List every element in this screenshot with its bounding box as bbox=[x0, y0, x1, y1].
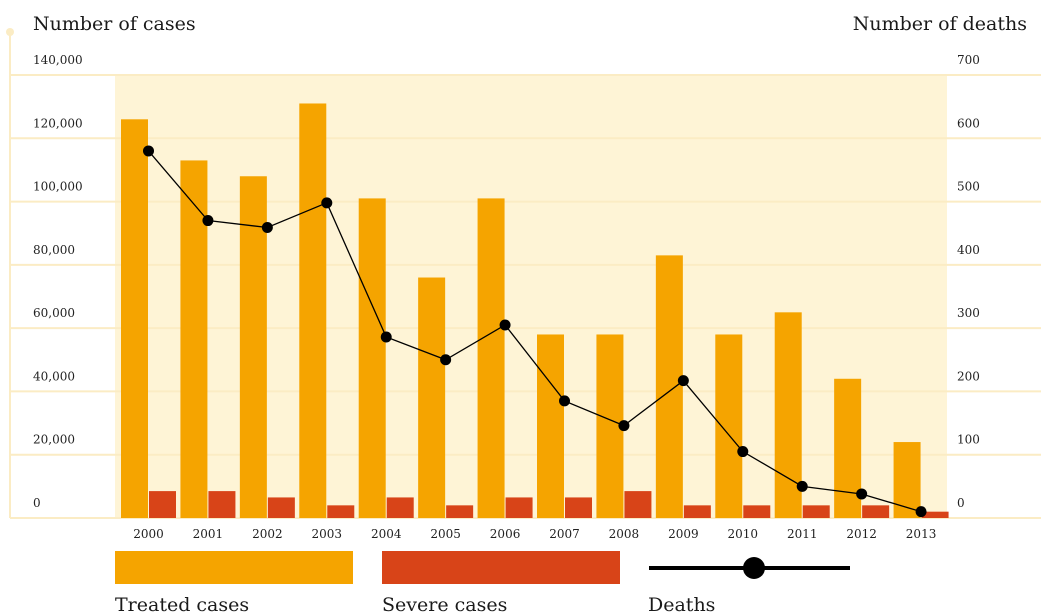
legend-deaths-label: Deaths bbox=[648, 594, 716, 616]
deaths-point bbox=[499, 319, 511, 331]
deaths-point bbox=[618, 420, 630, 432]
x-tick-label: 2012 bbox=[846, 527, 877, 541]
left-tick-label: 80,000 bbox=[33, 243, 75, 257]
bar-severe bbox=[267, 497, 295, 518]
bar-treated bbox=[418, 277, 446, 518]
x-tick-label: 2008 bbox=[609, 527, 640, 541]
bar-severe bbox=[208, 491, 236, 518]
deaths-polyline bbox=[148, 150, 922, 513]
right-tick-label: 500 bbox=[957, 180, 980, 194]
deaths-point bbox=[321, 197, 333, 209]
bar-treated bbox=[477, 198, 505, 518]
deaths-point bbox=[440, 354, 452, 366]
bar-severe bbox=[327, 505, 355, 518]
legend-treated: Treated cases bbox=[115, 548, 355, 616]
bar-severe bbox=[149, 491, 176, 518]
bar-treated bbox=[239, 176, 267, 518]
bar-severe bbox=[624, 491, 652, 518]
bar-severe bbox=[565, 497, 592, 518]
bar-treated bbox=[180, 160, 208, 518]
deaths-point bbox=[796, 480, 808, 492]
right-tick-label: 600 bbox=[957, 116, 980, 130]
legend-treated-swatch bbox=[115, 551, 353, 584]
deaths-point bbox=[677, 375, 689, 387]
right-tick-label: 700 bbox=[957, 53, 980, 67]
x-tick-label: 2010 bbox=[728, 527, 759, 541]
bar-severe bbox=[505, 497, 533, 518]
deaths-point bbox=[915, 506, 927, 518]
left-tick-label: 60,000 bbox=[33, 306, 75, 320]
left-tick-label: 120,000 bbox=[33, 116, 83, 130]
x-tick-label: 2007 bbox=[549, 527, 580, 541]
bar-treated bbox=[537, 334, 564, 518]
x-tick-label: 2003 bbox=[312, 527, 343, 541]
bar-severe bbox=[802, 505, 830, 518]
legend-deaths-swatch bbox=[649, 557, 850, 579]
left-axis-guide-cap bbox=[6, 28, 14, 36]
right-tick-label: 300 bbox=[957, 306, 980, 320]
right-tick-label: 100 bbox=[957, 433, 980, 447]
deaths-point bbox=[143, 145, 154, 157]
bar-treated bbox=[715, 334, 743, 518]
left-axis-ticks: 0 20,000 40,000 60,000 80,000 100,000 120,000 1… bbox=[33, 53, 83, 510]
bar-treated bbox=[893, 442, 921, 518]
bar-severe bbox=[862, 505, 890, 518]
x-tick-label: 2000 bbox=[133, 527, 164, 541]
x-tick-label: 2004 bbox=[371, 527, 402, 541]
right-axis-title: Number of deaths bbox=[853, 13, 1027, 35]
x-tick-label: 2013 bbox=[906, 527, 937, 541]
deaths-point bbox=[380, 331, 392, 343]
bar-severe bbox=[683, 505, 711, 518]
bar-severe bbox=[386, 497, 414, 518]
bar-treated bbox=[299, 103, 327, 518]
bar-severe bbox=[446, 505, 474, 518]
right-axis-ticks: 0 100 200 300 400 500 600 700 bbox=[957, 53, 980, 510]
left-tick-label: 20,000 bbox=[33, 433, 75, 447]
left-tick-label: 140,000 bbox=[33, 53, 83, 67]
combo-chart: Number of cases Number of deaths 0 20,000… bbox=[6, 13, 1041, 541]
x-tick-label: 2006 bbox=[490, 527, 521, 541]
right-tick-label: 0 bbox=[957, 496, 965, 510]
deaths-point bbox=[261, 222, 273, 234]
bar-severe bbox=[921, 511, 949, 518]
plot-band bbox=[115, 75, 947, 518]
bar-treated bbox=[655, 255, 683, 518]
left-axis-title: Number of cases bbox=[33, 13, 196, 35]
legend-severe-swatch bbox=[382, 551, 620, 584]
legend-treated-label: Treated cases bbox=[115, 594, 250, 616]
x-axis-ticks: 2000 2001 2002 2003 2004 2005 2006 2007 2008 2009… bbox=[133, 527, 936, 541]
right-tick-label: 400 bbox=[957, 243, 980, 257]
bar-severe bbox=[743, 505, 771, 518]
left-tick-label: 0 bbox=[33, 496, 41, 510]
x-tick-label: 2011 bbox=[787, 527, 818, 541]
x-tick-label: 2005 bbox=[430, 527, 461, 541]
x-tick-label: 2001 bbox=[193, 527, 224, 541]
x-tick-label: 2002 bbox=[252, 527, 283, 541]
deaths-line bbox=[143, 145, 927, 518]
bar-treated bbox=[121, 119, 148, 519]
bar-treated bbox=[834, 378, 862, 518]
legend-severe: Severe cases bbox=[382, 548, 622, 616]
left-tick-label: 100,000 bbox=[33, 180, 83, 194]
x-tick-label: 2009 bbox=[668, 527, 699, 541]
deaths-point bbox=[559, 395, 570, 407]
deaths-point bbox=[737, 446, 749, 458]
deaths-point bbox=[202, 215, 214, 227]
right-tick-label: 200 bbox=[957, 369, 980, 383]
bar-treated bbox=[358, 198, 386, 518]
deaths-point bbox=[856, 488, 868, 500]
legend-deaths: Deaths bbox=[648, 548, 888, 616]
left-tick-label: 40,000 bbox=[33, 369, 75, 383]
legend-severe-label: Severe cases bbox=[382, 594, 508, 616]
